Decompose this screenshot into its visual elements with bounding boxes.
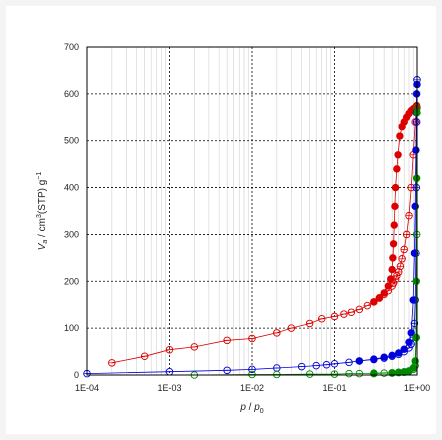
x-axis-label-p: p (253, 402, 260, 413)
desorption-point (389, 240, 398, 248)
desorption-point (389, 254, 397, 262)
adsorption-point (330, 360, 339, 368)
desorption-point (407, 329, 415, 337)
adsorption-point (345, 358, 353, 367)
adsorption-point (248, 365, 256, 374)
adsorption-point (312, 361, 320, 370)
tick-labels: 1E-04 1E-03 1E-02 1E-01 1E+00 0 100 200 300 400 50… (64, 42, 430, 393)
y-axis-label-supm1: −1 (36, 172, 43, 180)
desorption-point (412, 333, 420, 342)
desorption-point (394, 349, 403, 357)
adsorption-point (305, 370, 314, 378)
y-tick-label: 500 (64, 136, 79, 146)
adsorption-point (317, 315, 326, 323)
x-axis-label: p / p0 (239, 402, 263, 415)
x-tick-label: 1E-04 (75, 383, 99, 393)
y-tick-label: 600 (64, 89, 79, 99)
x-axis-label-sub: 0 (260, 408, 264, 415)
adsorption-point (273, 329, 281, 337)
desorption-point (387, 275, 395, 283)
adsorption-point (287, 324, 296, 332)
desorption-point (380, 289, 388, 297)
desorption-point (391, 183, 400, 192)
y-tick-label: 200 (64, 276, 79, 286)
x-axis-label-sep: / (246, 402, 254, 413)
desorption-point (412, 277, 420, 285)
y-tick-label: 700 (64, 42, 79, 52)
desorption-point (390, 221, 398, 229)
desorption-point (391, 202, 399, 211)
x-tick-label: 1E-01 (322, 383, 346, 393)
desorption-point (393, 165, 401, 173)
adsorption-point (223, 336, 231, 345)
desorption-point (409, 296, 417, 304)
x-tick-label: 1E-03 (157, 383, 181, 393)
adsorption-point (394, 268, 403, 276)
adsorption-point (248, 334, 256, 343)
adsorption-point (398, 255, 406, 263)
adsorption-point (340, 310, 348, 318)
desorption-point (388, 265, 396, 274)
adsorption-point (165, 345, 174, 354)
desorption-point (370, 298, 378, 306)
x-tick-label: 1E+00 (404, 383, 430, 393)
y-tick-label: 0 (74, 370, 79, 380)
desorption-point (388, 368, 396, 377)
desorption-point (394, 151, 402, 159)
x-tick-label: 1E-02 (240, 383, 264, 393)
y-axis-label: Va / cm3(STP) g−1 (36, 172, 49, 251)
adsorption-point (305, 319, 314, 328)
desorption-point (398, 122, 406, 131)
y-axis-label-unit: / cm (37, 218, 48, 240)
adsorption-point (400, 245, 408, 254)
adsorption-point (347, 308, 356, 316)
y-axis-label-stp: (STP) g (37, 180, 48, 214)
adsorption-point (396, 262, 405, 271)
isotherm-chart: 1E-04 1E-03 1E-02 1E-01 1E+00 0 100 200 300 400 50… (36, 42, 430, 415)
adsorption-point (402, 230, 411, 239)
adsorption-point (322, 360, 331, 369)
y-tick-label: 400 (64, 183, 79, 193)
desorption-point (388, 351, 396, 360)
desorption-point (412, 146, 420, 154)
desorption-point (370, 355, 378, 363)
adsorption-point (223, 366, 231, 375)
y-tick-label: 100 (64, 323, 79, 333)
adsorption-point (393, 271, 401, 280)
adsorption-point (330, 370, 339, 378)
adsorption-point (330, 312, 339, 321)
adsorption-point (190, 343, 199, 351)
desorption-point (405, 338, 413, 346)
plot-frame (86, 46, 418, 376)
desorption-point (384, 282, 393, 290)
adsorption-point (108, 359, 116, 367)
y-axis-label-sub: a (42, 240, 49, 244)
adsorption-point (345, 369, 353, 378)
chart-panel: 1E-04 1E-03 1E-02 1E-01 1E+00 0 100 200 300 400 50… (6, 6, 436, 434)
series-2 (83, 76, 421, 378)
desorption-point (396, 132, 404, 140)
adsorption-point (140, 352, 149, 361)
desorption-point (355, 357, 364, 365)
desorption-point (375, 293, 384, 302)
adsorption-point (355, 305, 364, 314)
adsorption-point (355, 369, 364, 378)
desorption-point (380, 353, 388, 361)
adsorption-point (363, 301, 372, 310)
desorption-point (400, 345, 408, 353)
adsorption-point (405, 211, 413, 220)
y-tick-label: 300 (64, 229, 79, 239)
y-axis-label-sup3: 3 (36, 214, 43, 218)
adsorption-point (297, 362, 306, 371)
desorption-point (394, 368, 403, 376)
